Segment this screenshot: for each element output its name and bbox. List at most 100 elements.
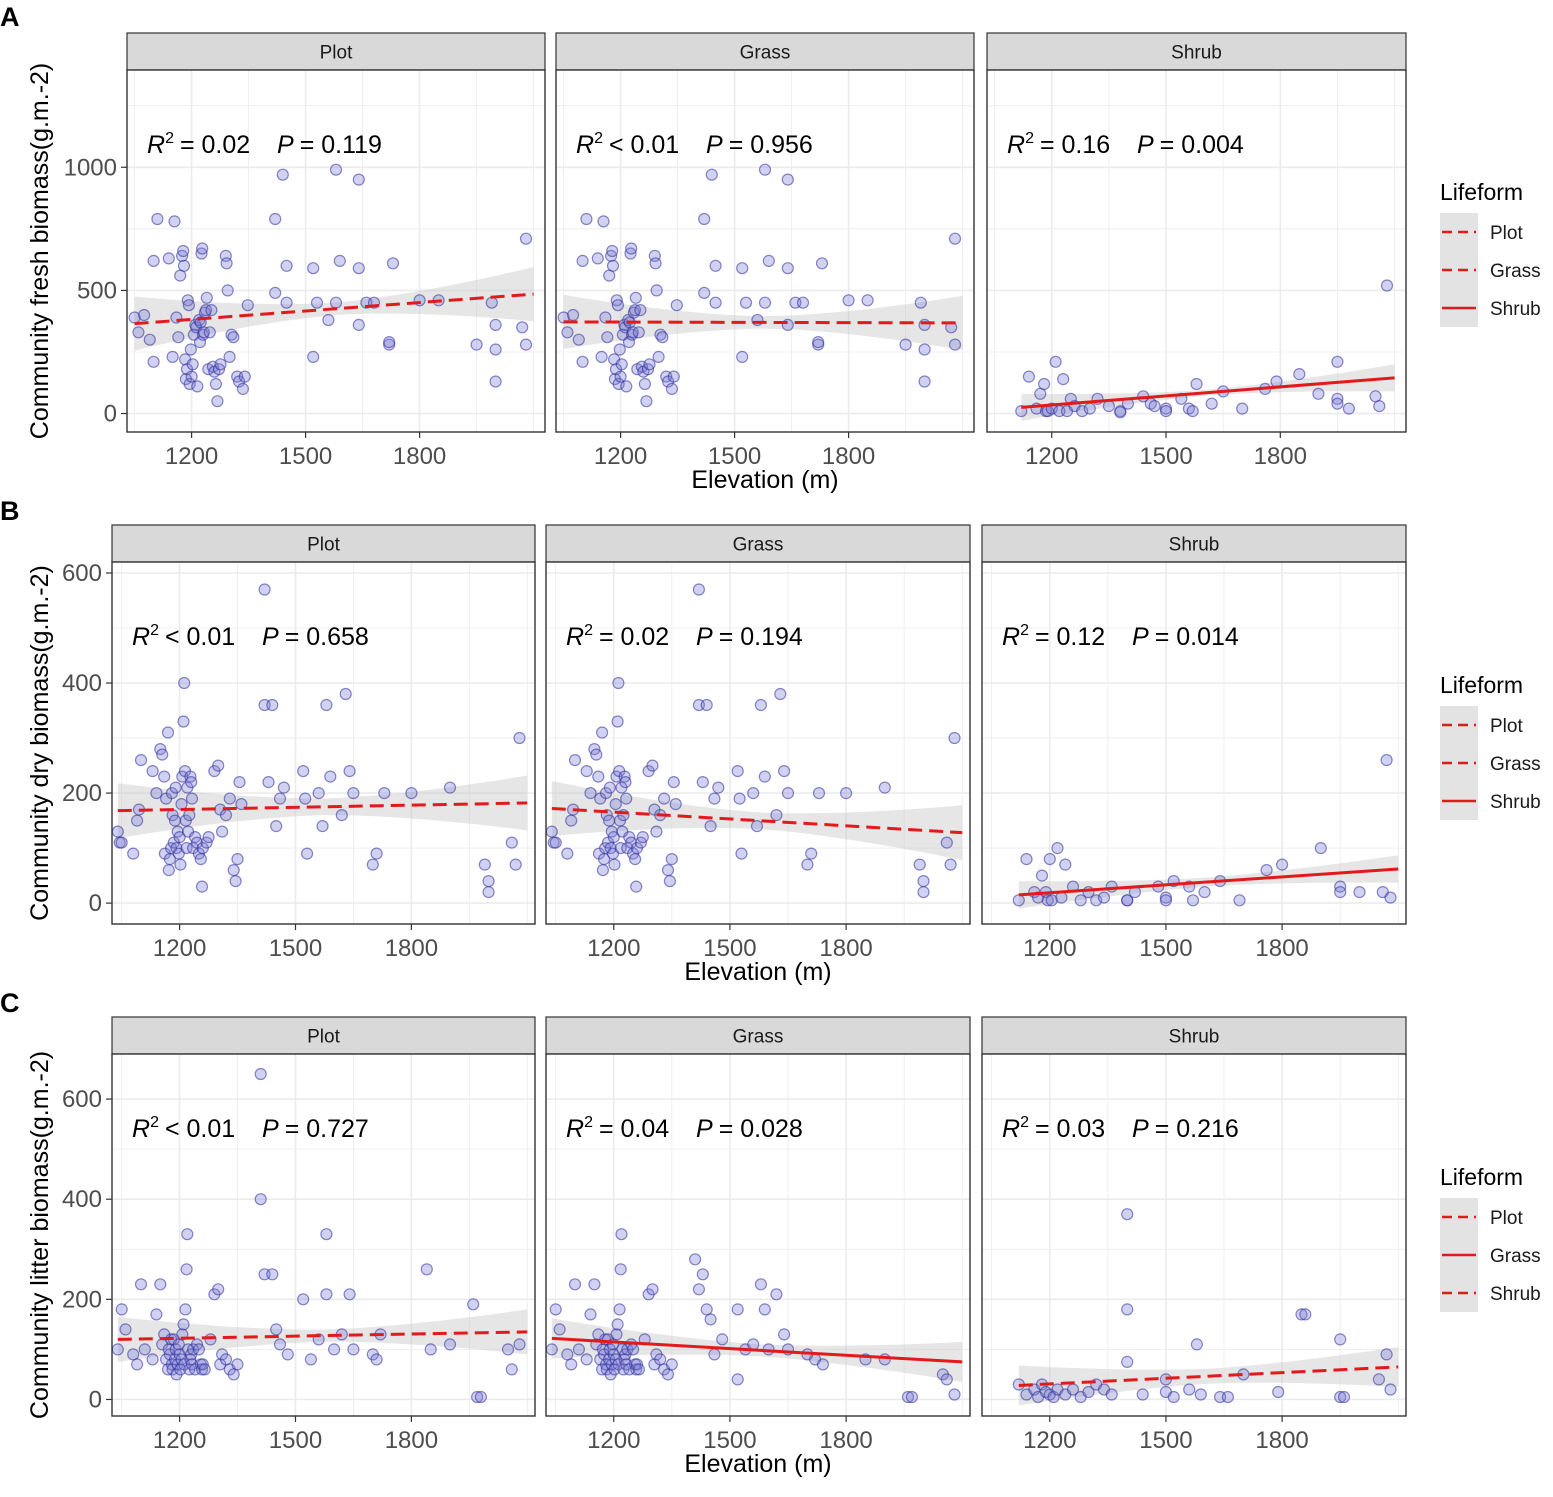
x-tick-label: 1500: [703, 935, 756, 962]
stat-annotation: R2 = 0.04: [566, 1114, 669, 1143]
data-point: [329, 296, 343, 309]
data-point: [169, 781, 182, 794]
data-point: [280, 259, 293, 272]
data-point: [223, 792, 236, 805]
data-point: [1148, 400, 1161, 413]
panel-border: [545, 1053, 971, 1417]
data-point: [632, 1363, 646, 1376]
facet-strip-label: Shrub: [1169, 1027, 1220, 1048]
data-point: [202, 830, 215, 844]
data-point: [519, 232, 533, 245]
data-point: [640, 395, 653, 408]
data-point: [1275, 858, 1289, 871]
data-point: [1270, 375, 1283, 388]
stat-annotation: R2 = 0.03: [1002, 1114, 1105, 1143]
data-point: [731, 1373, 744, 1386]
data-point: [1057, 373, 1070, 386]
x-tick-label: 1800: [385, 935, 438, 962]
data-point: [241, 299, 254, 312]
r-squared-value: < 0.01: [165, 623, 235, 651]
data-point: [913, 858, 926, 871]
x-axis-title: Elevation (m): [684, 1450, 831, 1478]
data-point: [801, 858, 814, 871]
facet-strip-label: Grass: [740, 43, 791, 64]
data-point: [812, 786, 826, 800]
data-point: [378, 786, 391, 800]
data-point: [1236, 402, 1249, 415]
r-squared-symbol: R: [1002, 1115, 1020, 1143]
data-point: [816, 1358, 830, 1371]
panel-border: [545, 561, 971, 925]
data-point: [665, 1358, 678, 1371]
p-value-annotation: P = 0.028: [696, 1115, 803, 1143]
y-tick-label: 0: [89, 1386, 102, 1413]
data-point: [127, 1348, 140, 1361]
data-point: [914, 296, 927, 309]
data-point: [1194, 1388, 1207, 1401]
data-point: [796, 296, 810, 309]
facet-strip: [111, 524, 536, 563]
r-squared-symbol: R: [576, 131, 594, 159]
data-point: [254, 1067, 267, 1081]
data-point: [948, 1388, 961, 1401]
data-point: [328, 1343, 341, 1356]
data-point: [485, 296, 498, 309]
regression-line: [1018, 867, 1399, 897]
x-tick-label: 1800: [1254, 443, 1307, 470]
data-point: [1076, 405, 1089, 418]
data-point: [1035, 869, 1049, 882]
p-value: = 0.956: [729, 131, 813, 159]
data-point: [505, 836, 518, 849]
data-point: [669, 797, 682, 811]
data-point: [347, 1343, 360, 1356]
data-point: [620, 792, 633, 805]
data-point: [899, 338, 912, 351]
facet-shrub: Shrub R2 = 0.03 P = 0.216 1200 1500 1800: [981, 1016, 1407, 1454]
x-tick-label: 1800: [819, 1427, 872, 1454]
data-point: [119, 1323, 132, 1336]
y-tick-label: 200: [62, 780, 102, 807]
data-point: [212, 759, 225, 772]
data-point: [652, 350, 665, 363]
data-point: [611, 1318, 624, 1331]
data-point: [1334, 885, 1347, 899]
facet-strip: [986, 32, 1407, 71]
data-point: [615, 1228, 628, 1241]
r-squared-exponent: 2: [165, 130, 174, 147]
data-point: [277, 781, 290, 794]
panel-label-C: C: [0, 988, 20, 1018]
data-point: [220, 257, 233, 270]
r-squared-value: = 0.02: [180, 131, 250, 159]
r-squared-value: < 0.01: [609, 131, 679, 159]
data-point: [584, 1308, 597, 1321]
data-point: [134, 753, 148, 767]
x-tick-label: 1200: [153, 935, 206, 962]
data-point: [186, 358, 199, 371]
data-point: [266, 1268, 279, 1281]
data-point: [665, 852, 678, 866]
facet-plot: Plot R2 < 0.01 P = 0.658 1200 1500 1800 0 200 400 6…: [62, 524, 536, 962]
data-point: [948, 232, 962, 245]
legend-entry-label: Plot: [1490, 716, 1523, 737]
data-point: [700, 1303, 713, 1316]
data-point: [842, 294, 855, 307]
legend-title: Lifeform: [1440, 179, 1523, 205]
data-point: [273, 792, 287, 805]
r-squared-exponent: 2: [594, 130, 603, 147]
data-point: [705, 168, 718, 181]
data-point: [643, 358, 656, 371]
data-point: [568, 753, 582, 767]
data-point: [212, 1283, 225, 1296]
x-tick-label: 1200: [594, 443, 647, 470]
data-point: [184, 343, 197, 356]
data-point: [166, 350, 179, 363]
legend-entry-label: Plot: [1490, 223, 1523, 244]
data-point: [692, 1283, 706, 1296]
r-squared-symbol: R: [132, 623, 150, 651]
data-point: [482, 885, 495, 899]
data-point: [1186, 894, 1200, 907]
x-tick-label: 1800: [1255, 935, 1308, 962]
data-point: [219, 808, 233, 822]
data-point: [307, 262, 320, 275]
data-point: [1272, 1385, 1285, 1399]
